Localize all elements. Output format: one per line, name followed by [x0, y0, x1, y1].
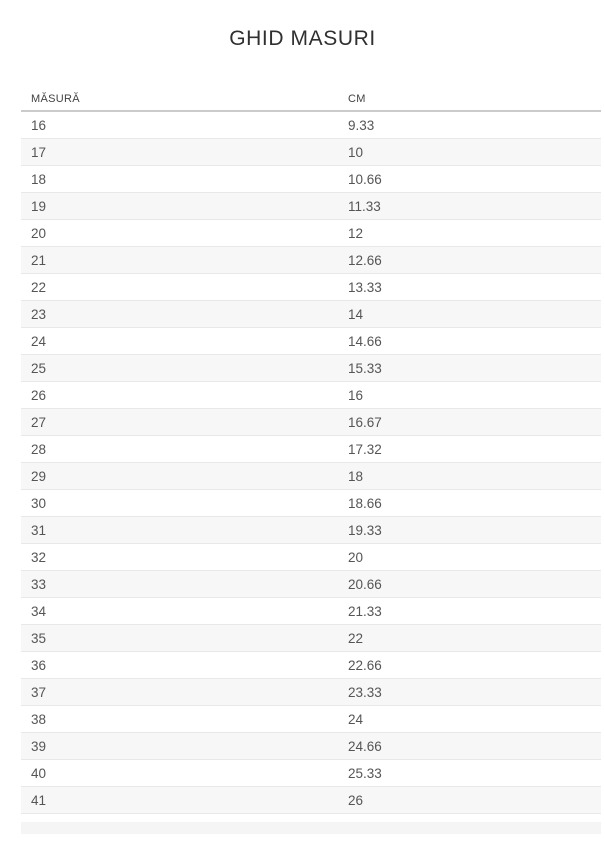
size-cell: 31 — [31, 522, 47, 538]
table-body: 16 9.33 17 10 18 10.66 19 11.33 20 12 21… — [21, 112, 601, 814]
size-cell: 27 — [31, 414, 47, 430]
cm-cell: 19.33 — [348, 522, 382, 538]
size-guide-table: MĂSURĂ CM 16 9.33 17 10 18 10.66 19 11.3… — [21, 87, 601, 814]
cm-cell: 25.33 — [348, 765, 382, 781]
cm-cell: 14 — [348, 306, 364, 322]
table-row: 39 24.66 — [21, 733, 601, 760]
page-title: GHID MASURI — [229, 27, 376, 50]
size-cell: 19 — [31, 198, 47, 214]
table-row: 23 14 — [21, 301, 601, 328]
cm-cell: 22 — [348, 630, 364, 646]
table-row: 36 22.66 — [21, 652, 601, 679]
cm-cell: 12 — [348, 225, 364, 241]
size-cell: 40 — [31, 765, 47, 781]
size-cell: 28 — [31, 441, 47, 457]
cm-cell: 14.66 — [348, 333, 382, 349]
cm-cell: 16 — [348, 387, 364, 403]
size-cell: 25 — [31, 360, 47, 376]
cm-cell: 22.66 — [348, 657, 382, 673]
cm-cell: 16.67 — [348, 414, 382, 430]
size-cell: 20 — [31, 225, 47, 241]
size-cell: 23 — [31, 306, 47, 322]
table-row: 28 17.32 — [21, 436, 601, 463]
size-cell: 34 — [31, 603, 47, 619]
cm-cell: 18 — [348, 468, 364, 484]
table-row: 35 22 — [21, 625, 601, 652]
size-cell: 36 — [31, 657, 47, 673]
table-row: 19 11.33 — [21, 193, 601, 220]
table-row: 25 15.33 — [21, 355, 601, 382]
cm-cell: 15.33 — [348, 360, 382, 376]
cm-cell: 20.66 — [348, 576, 382, 592]
size-cell: 29 — [31, 468, 47, 484]
size-cell: 33 — [31, 576, 47, 592]
table-row: 24 14.66 — [21, 328, 601, 355]
table-row: 40 25.33 — [21, 760, 601, 787]
table-row: 31 19.33 — [21, 517, 601, 544]
size-cell: 39 — [31, 738, 47, 754]
size-cell: 37 — [31, 684, 47, 700]
table-row: 16 9.33 — [21, 112, 601, 139]
cm-cell: 10 — [348, 144, 364, 160]
table-row: 27 16.67 — [21, 409, 601, 436]
size-cell: 35 — [31, 630, 47, 646]
cm-cell: 12.66 — [348, 252, 382, 268]
table-row: 30 18.66 — [21, 490, 601, 517]
size-cell: 24 — [31, 333, 47, 349]
table-row: 17 10 — [21, 139, 601, 166]
cm-cell: 24.66 — [348, 738, 382, 754]
cm-cell: 20 — [348, 549, 364, 565]
table-row: 22 13.33 — [21, 274, 601, 301]
size-cell: 32 — [31, 549, 47, 565]
table-row: 26 16 — [21, 382, 601, 409]
cm-cell: 24 — [348, 711, 364, 727]
size-cell: 30 — [31, 495, 47, 511]
size-cell: 22 — [31, 279, 47, 295]
size-cell: 26 — [31, 387, 47, 403]
cm-cell: 11.33 — [348, 198, 381, 214]
cm-cell: 10.66 — [348, 171, 382, 187]
size-cell: 38 — [31, 711, 47, 727]
table-row: 33 20.66 — [21, 571, 601, 598]
size-cell: 16 — [31, 117, 47, 133]
cm-cell: 26 — [348, 792, 364, 808]
cm-cell: 23.33 — [348, 684, 382, 700]
partial-next-row — [21, 822, 601, 834]
column-header-cm: CM — [348, 92, 366, 105]
table-row: 41 26 — [21, 787, 601, 814]
size-cell: 17 — [31, 144, 47, 160]
size-cell: 18 — [31, 171, 47, 187]
size-cell: 21 — [31, 252, 47, 268]
cm-cell: 17.32 — [348, 441, 382, 457]
table-row: 34 21.33 — [21, 598, 601, 625]
table-row: 21 12.66 — [21, 247, 601, 274]
table-header-row: MĂSURĂ CM — [21, 87, 601, 112]
table-row: 37 23.33 — [21, 679, 601, 706]
table-row: 38 24 — [21, 706, 601, 733]
cm-cell: 21.33 — [348, 603, 382, 619]
cm-cell: 18.66 — [348, 495, 382, 511]
table-row: 29 18 — [21, 463, 601, 490]
size-guide-page: GHID MASURI MĂSURĂ CM 16 9.33 17 10 18 1… — [0, 27, 605, 834]
cm-cell: 9.33 — [348, 117, 375, 133]
cm-cell: 13.33 — [348, 279, 382, 295]
table-row: 32 20 — [21, 544, 601, 571]
table-row: 20 12 — [21, 220, 601, 247]
column-header-masura: MĂSURĂ — [31, 92, 80, 105]
size-cell: 41 — [31, 792, 47, 808]
table-row: 18 10.66 — [21, 166, 601, 193]
